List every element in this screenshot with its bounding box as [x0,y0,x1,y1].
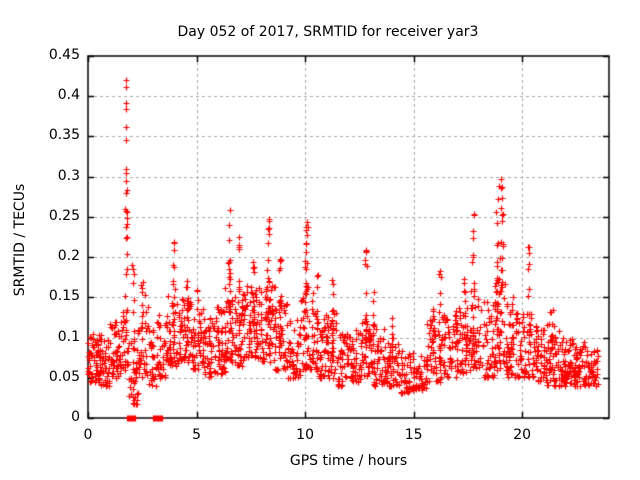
x-axis-label: GPS time / hours [289,453,408,469]
